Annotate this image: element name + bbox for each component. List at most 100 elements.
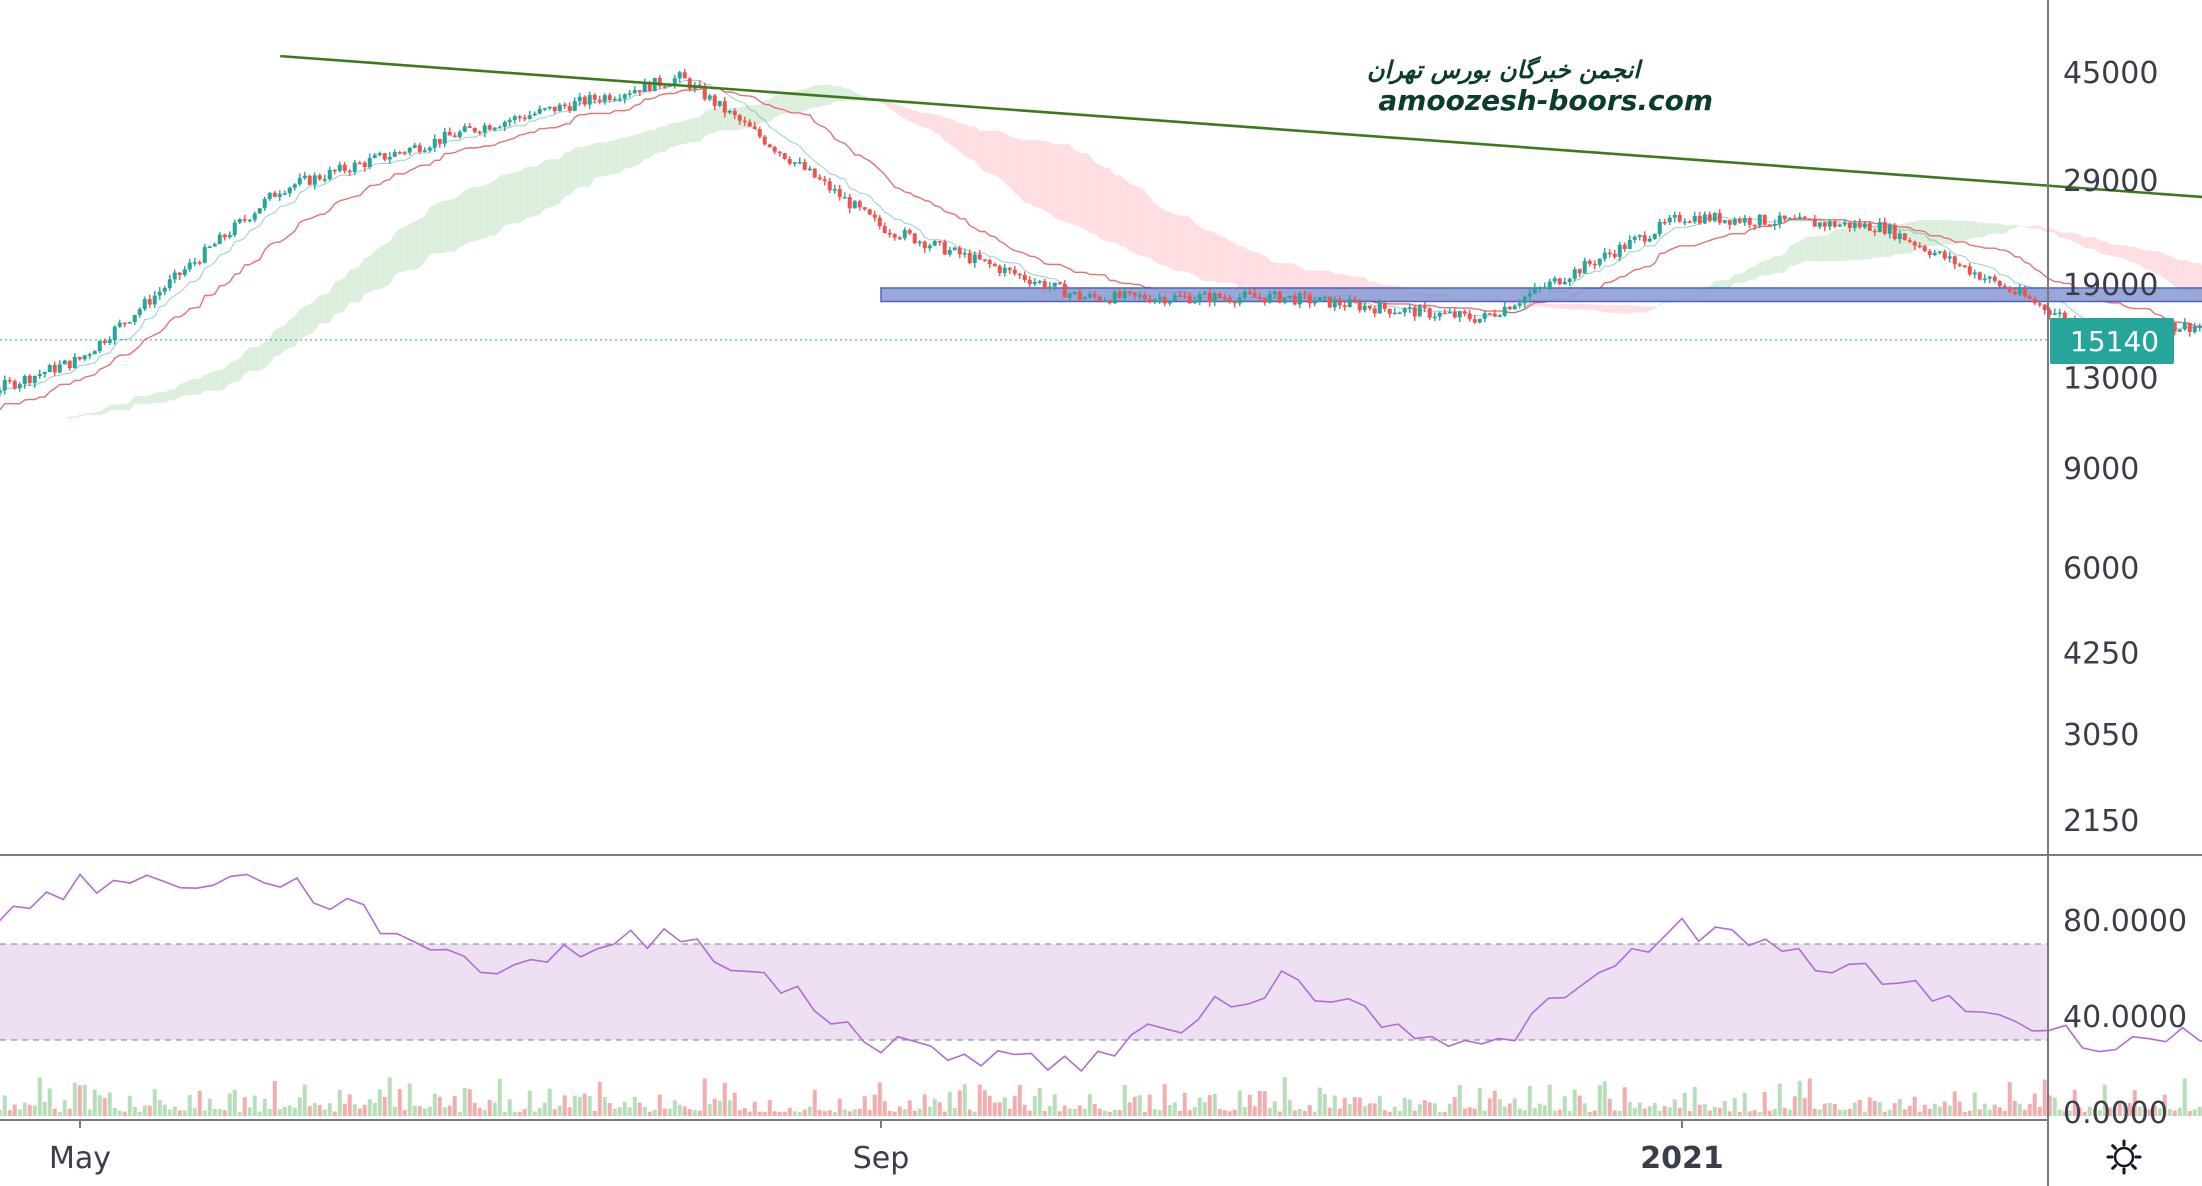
volume-bar	[1317, 1087, 1322, 1116]
candle-body	[622, 94, 627, 99]
volume-bar	[257, 1111, 262, 1116]
candle-body	[557, 104, 562, 112]
volume-bar	[972, 1111, 977, 1116]
candle-body	[767, 144, 772, 147]
candle-body	[157, 291, 162, 296]
volume-bar	[1452, 1097, 1457, 1116]
volume-bar	[1332, 1095, 1337, 1116]
trendline-segment	[280, 54, 2202, 199]
cloud-segment	[314, 294, 320, 331]
volume-bar	[117, 1110, 122, 1116]
volume-bar	[617, 1107, 622, 1116]
cloud-segment	[1744, 267, 1750, 283]
cloud-segment	[569, 147, 575, 196]
candle-body	[1082, 297, 1087, 300]
cloud-segment	[279, 325, 285, 356]
volume-bar	[237, 1111, 242, 1116]
volume-bar	[1012, 1095, 1017, 1116]
cloud-segment	[149, 392, 155, 404]
candle-body	[1857, 222, 1862, 228]
candle-body	[1807, 218, 1812, 221]
volume-bar	[487, 1100, 492, 1116]
candle-body	[1762, 214, 1767, 225]
cloud-segment	[1814, 235, 1820, 262]
rsi-axis[interactable]: 80.0000 40.0000 0.0000	[2063, 904, 2187, 1131]
price-axis[interactable]: 45000 29000 19000 13000 9000 6000 4250 3050 2150	[2063, 56, 2158, 839]
volume-bar	[102, 1098, 107, 1116]
volume-bar	[1362, 1106, 1367, 1116]
volume-bar	[1337, 1108, 1342, 1116]
volume-bar	[382, 1096, 387, 1116]
cloud-segment	[589, 142, 595, 187]
cloud-segment	[1724, 279, 1730, 289]
volume-bar	[1252, 1106, 1257, 1116]
volume-bar	[442, 1107, 447, 1116]
candle-body	[1582, 260, 1587, 274]
volume-bar	[1402, 1097, 1407, 1116]
candle-body	[427, 147, 432, 151]
candle-body	[327, 169, 332, 180]
cloud-segment	[369, 251, 375, 292]
volume-bar	[207, 1098, 212, 1116]
candle-body	[277, 193, 282, 197]
candle-body	[117, 322, 122, 327]
volume-bar	[152, 1089, 157, 1116]
candle-body	[1242, 292, 1247, 298]
volume-bar	[1867, 1097, 1872, 1116]
volume-bar	[792, 1111, 797, 1116]
volume-bar	[1062, 1105, 1067, 1116]
trendline[interactable]	[280, 54, 2202, 423]
cloud-segment	[1174, 214, 1180, 272]
candle-body	[1922, 246, 1927, 252]
price-tag-value: 15140	[2070, 325, 2159, 358]
cloud-segment	[184, 379, 190, 396]
candle-body	[967, 252, 972, 263]
cloud-segment	[2089, 237, 2095, 250]
candle-body	[1262, 297, 1267, 303]
volume-bar	[1517, 1108, 1522, 1116]
candle-body	[72, 357, 77, 368]
candle-body	[537, 108, 542, 114]
cloud-segment	[1759, 260, 1765, 276]
cloud-segment	[1574, 303, 1580, 310]
volume-bar	[512, 1111, 517, 1116]
volume-bar	[2097, 1110, 2102, 1116]
gear-icon[interactable]	[2106, 1139, 2142, 1175]
volume-bar	[2172, 1110, 2177, 1116]
candle-body	[1222, 297, 1227, 300]
cloud-segment	[1099, 164, 1105, 241]
volume-bar	[1802, 1098, 1807, 1116]
cloud-segment	[1819, 235, 1825, 262]
candle-body	[1047, 286, 1052, 289]
cloud-segment	[714, 107, 720, 133]
candle-body	[937, 241, 942, 243]
volume-bar	[277, 1109, 282, 1116]
volume-bar	[1537, 1103, 1542, 1116]
volume-bar	[1792, 1096, 1797, 1116]
candle-body	[882, 226, 887, 233]
candle-body	[47, 365, 52, 373]
volume-bar	[407, 1083, 412, 1116]
volume-bar	[57, 1111, 62, 1116]
volume-bar	[362, 1104, 367, 1116]
candle-body	[1017, 273, 1022, 276]
time-axis[interactable]: MaySep2021MaySep2022May	[49, 1120, 2202, 1176]
volume-bar	[1027, 1110, 1032, 1116]
volume-bar	[37, 1077, 42, 1116]
cloud-segment	[1849, 226, 1855, 260]
cloud-segment	[654, 126, 660, 155]
cloud-segment	[1869, 226, 1875, 260]
cloud-segment	[499, 174, 505, 231]
candle-body	[812, 168, 817, 178]
candle-body	[1272, 291, 1277, 295]
volume-bar	[1907, 1105, 1912, 1116]
volume-bar	[832, 1111, 837, 1116]
candle-body	[1822, 222, 1827, 227]
candle-body	[102, 340, 107, 343]
candle-body	[1722, 220, 1727, 223]
volume-bar	[132, 1106, 137, 1116]
candle-body	[1832, 221, 1837, 227]
cloud-segment	[1649, 306, 1655, 312]
cloud-segment	[789, 91, 795, 113]
